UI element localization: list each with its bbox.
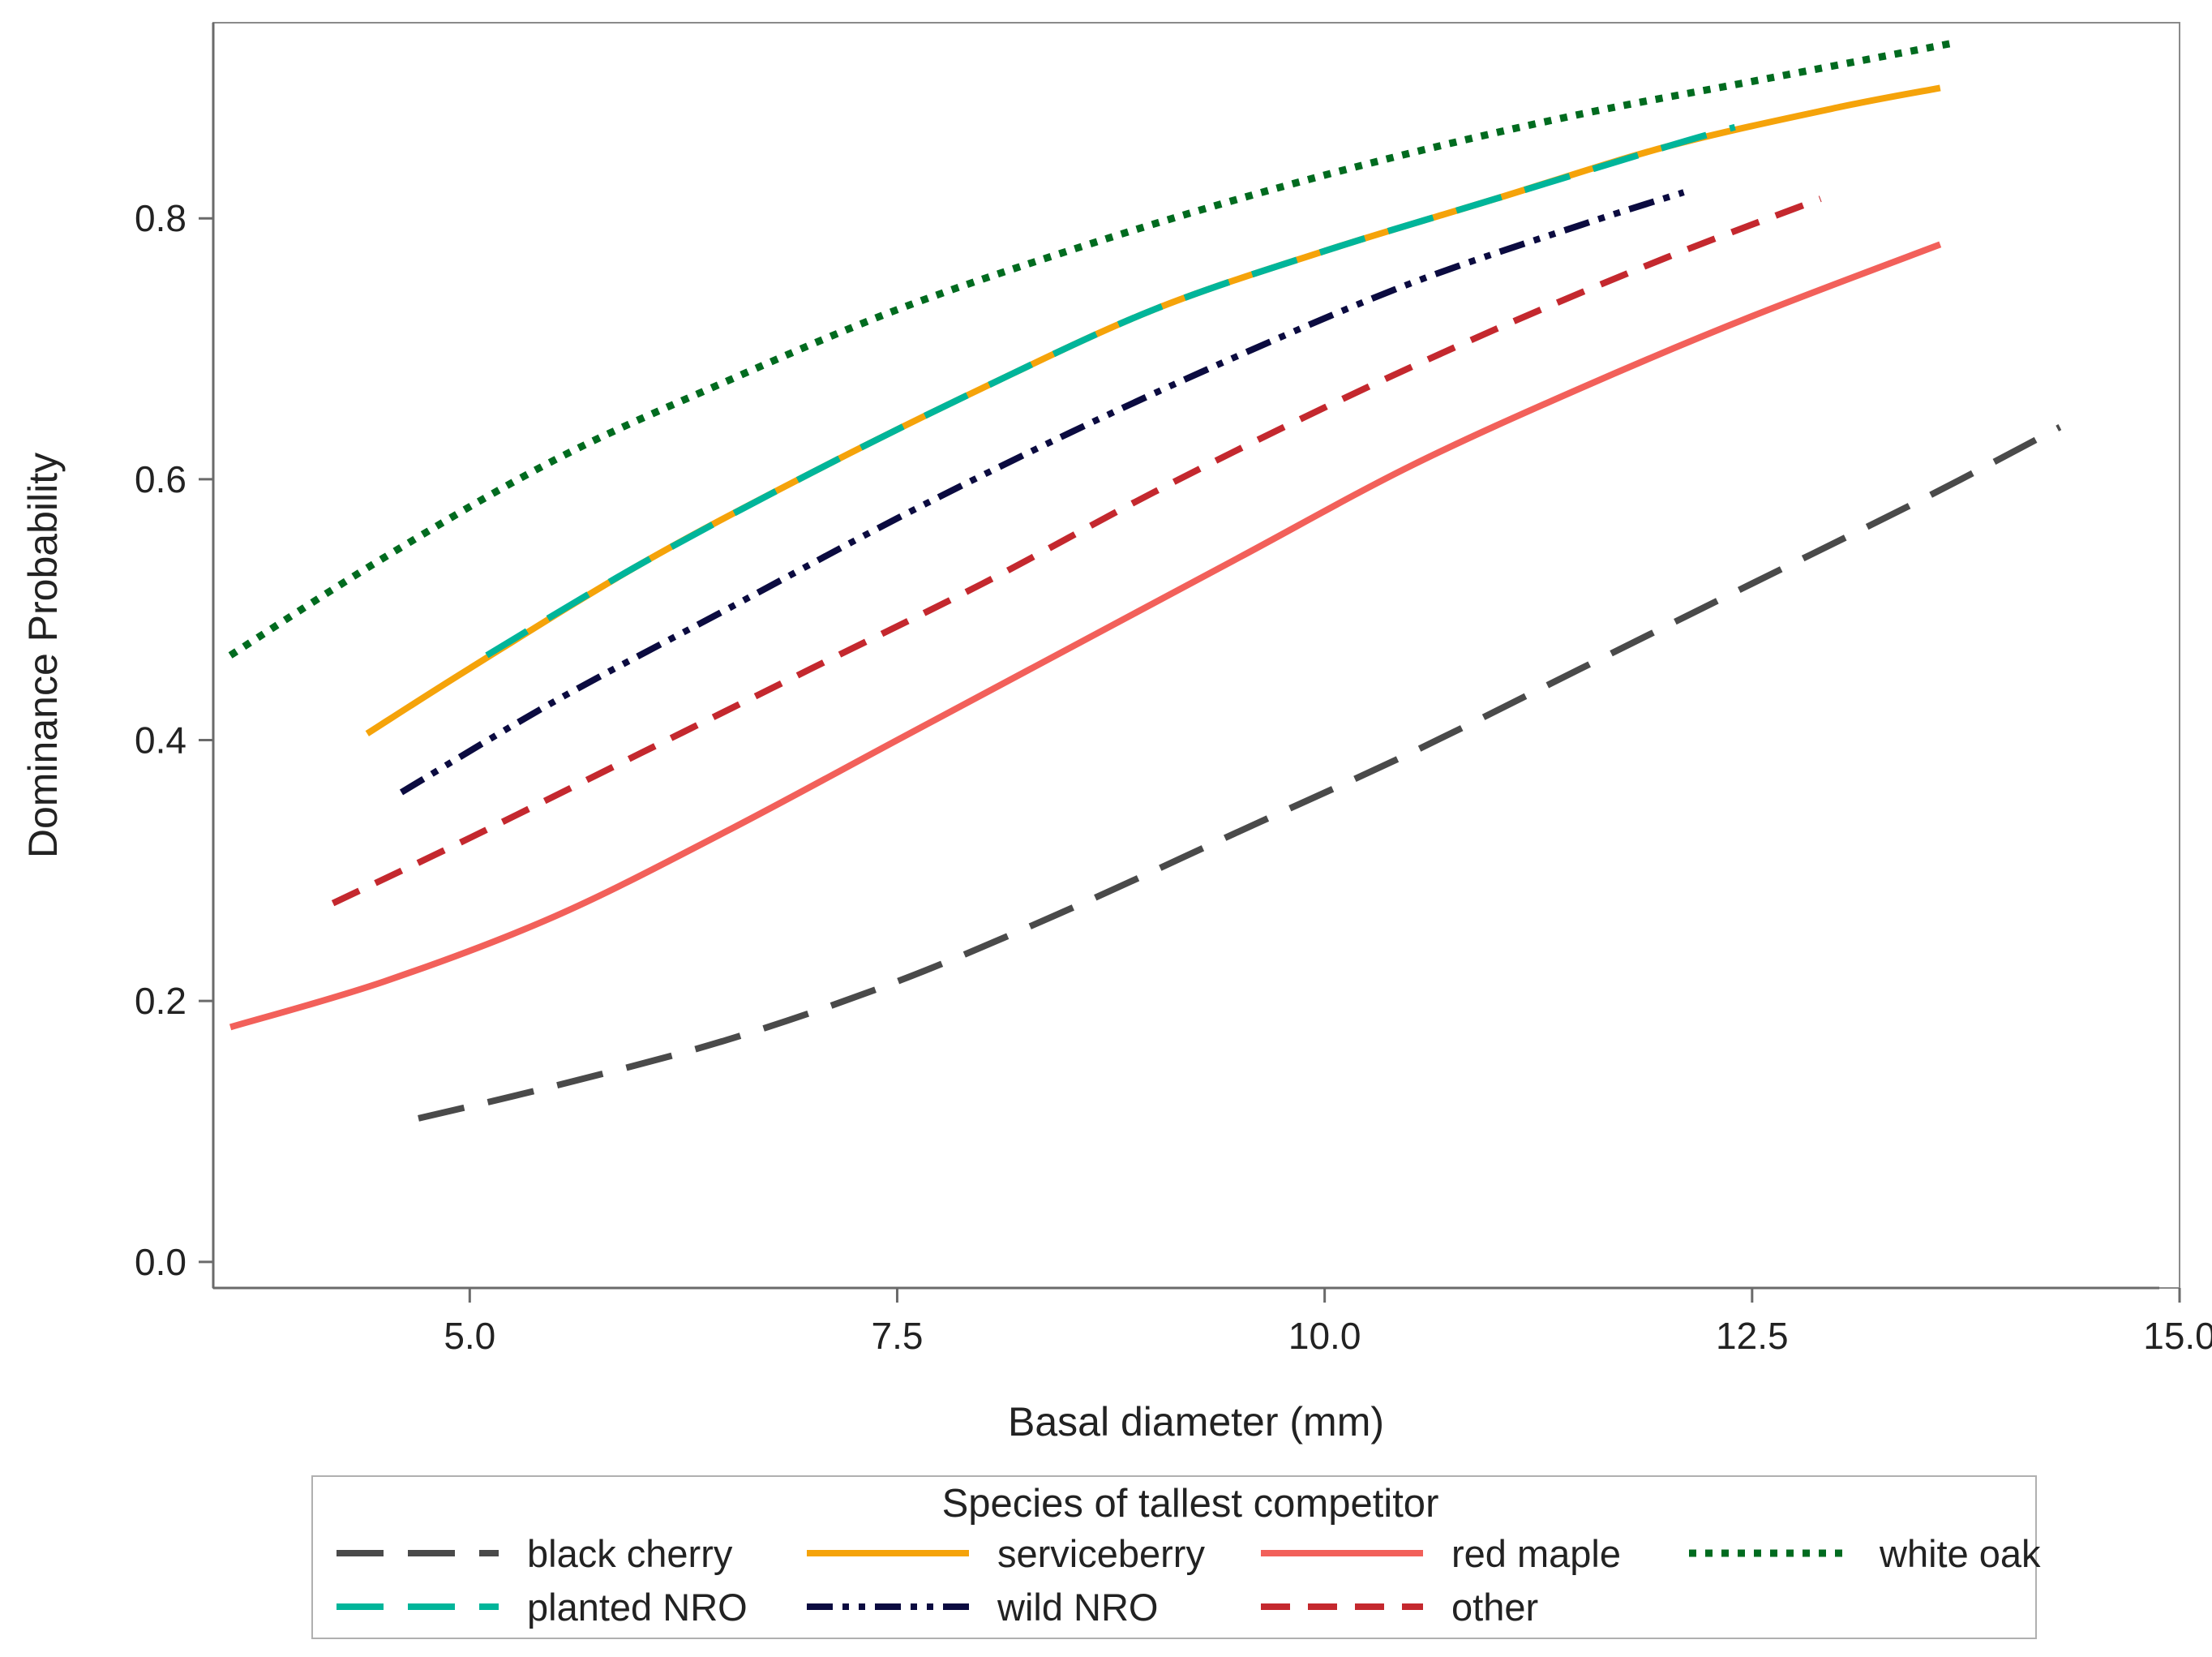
y-tick-label: 0.6 bbox=[135, 458, 186, 500]
series-line-other bbox=[331, 195, 1822, 907]
series-line-black-cherry bbox=[418, 424, 2062, 1122]
y-tick-label: 0.4 bbox=[135, 719, 186, 762]
y-axis-label: Dominance Probability bbox=[20, 453, 66, 858]
series-lines bbox=[228, 38, 2062, 1122]
legend-label-black-cherry: black cherry bbox=[527, 1532, 733, 1575]
series-line-white-oak bbox=[228, 38, 1958, 659]
x-tick-label: 10.0 bbox=[1288, 1315, 1361, 1357]
y-ticks: 0.0 0.2 0.4 0.6 0.8 bbox=[135, 197, 213, 1283]
x-ticks: 5.0 7.5 10.0 12.5 15.0 bbox=[444, 1288, 2212, 1357]
x-tick-label: 15.0 bbox=[2143, 1315, 2212, 1357]
legend-title: Species of tallest competitor bbox=[942, 1482, 1439, 1526]
y-tick-label: 0.8 bbox=[135, 197, 186, 239]
legend-label-red-maple: red maple bbox=[1451, 1532, 1621, 1575]
legend-label-other: other bbox=[1451, 1586, 1538, 1629]
legend-label-white-oak: white oak bbox=[1879, 1532, 2041, 1575]
x-tick-label: 7.5 bbox=[872, 1315, 924, 1357]
legend-label-planted-nro: planted NRO bbox=[527, 1586, 748, 1629]
series-line-planted-nro bbox=[485, 123, 1736, 659]
x-tick-label: 12.5 bbox=[1716, 1315, 1789, 1357]
y-tick-label: 0.2 bbox=[135, 980, 186, 1022]
legend: Species of tallest competitor black cher… bbox=[311, 1475, 2041, 1639]
legend-frame bbox=[311, 1475, 2037, 1639]
x-axis-label: Basal diameter (mm) bbox=[1008, 1399, 1384, 1445]
legend-label-wild-nro: wild NRO bbox=[997, 1586, 1158, 1629]
series-line-red-maple bbox=[229, 241, 1942, 1031]
y-tick-label: 0.0 bbox=[135, 1241, 186, 1283]
x-tick-label: 5.0 bbox=[444, 1315, 495, 1357]
legend-items: black cherry serviceberry red maple white o… bbox=[337, 1532, 2041, 1629]
legend-label-serviceberry: serviceberry bbox=[997, 1532, 1205, 1575]
